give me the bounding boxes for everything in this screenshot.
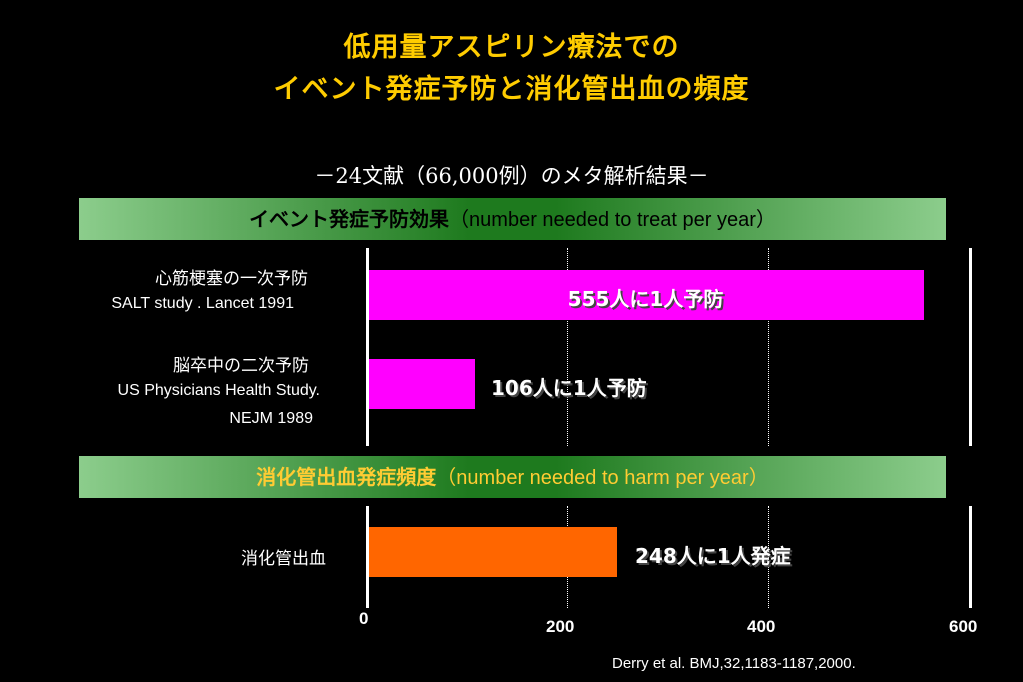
- title-line-1: 低用量アスピリン療法での: [343, 32, 680, 63]
- axis-zero-line-upper: [366, 248, 369, 446]
- row1-label-jp: 心筋梗塞の一次予防: [155, 269, 308, 289]
- section1-label-jp: イベント発症予防効果: [249, 207, 450, 231]
- bar2-label: 106人に1人予防: [491, 376, 647, 400]
- section2-label-jp: 消化管出血発症頻度: [256, 465, 437, 489]
- row2-label-jp: 脳卒中の二次予防: [173, 356, 309, 376]
- bar-mi-primary-prevention: [369, 270, 924, 320]
- axis-600-line-upper: [969, 248, 972, 446]
- gridline-400-upper: [768, 248, 769, 446]
- tick-200: 200: [546, 617, 575, 636]
- bar1-label: 555人に1人予防: [567, 287, 724, 311]
- section1-banner: イベント発症予防効果（number needed to treat per ye…: [79, 198, 946, 240]
- row2-label-en-2: NEJM 1989: [229, 410, 313, 427]
- gridline-400-lower: [768, 506, 769, 608]
- section2-banner: 消化管出血発症頻度（number needed to harm per year…: [79, 456, 946, 498]
- subtitle: －24文献（66,000例）のメタ解析結果－: [314, 164, 709, 188]
- title-line-2: イベント発症予防と消化管出血の頻度: [273, 74, 750, 105]
- row2-label-en-1: US Physicians Health Study.: [117, 382, 320, 399]
- bar3-label: 248人に1人発症: [635, 544, 791, 568]
- reference-citation: Derry et al. BMJ,32,1183-1187,2000.: [612, 655, 856, 672]
- tick-400: 400: [747, 617, 776, 636]
- tick-600: 600: [949, 617, 978, 636]
- bar-stroke-secondary-prevention: [369, 359, 475, 409]
- gridline-200-upper: [567, 248, 568, 446]
- row3-label-jp: 消化管出血: [241, 549, 326, 569]
- row1-label-en: SALT study . Lancet 1991: [111, 295, 294, 312]
- section1-label-en: （number needed to treat per year）: [449, 209, 776, 231]
- tick-0: 0: [359, 609, 369, 628]
- section2-label-en: （number needed to harm per year）: [436, 467, 769, 489]
- axis-600-line-lower: [969, 506, 972, 608]
- bar-gi-bleeding: [369, 527, 617, 577]
- axis-zero-line-lower: [366, 506, 369, 608]
